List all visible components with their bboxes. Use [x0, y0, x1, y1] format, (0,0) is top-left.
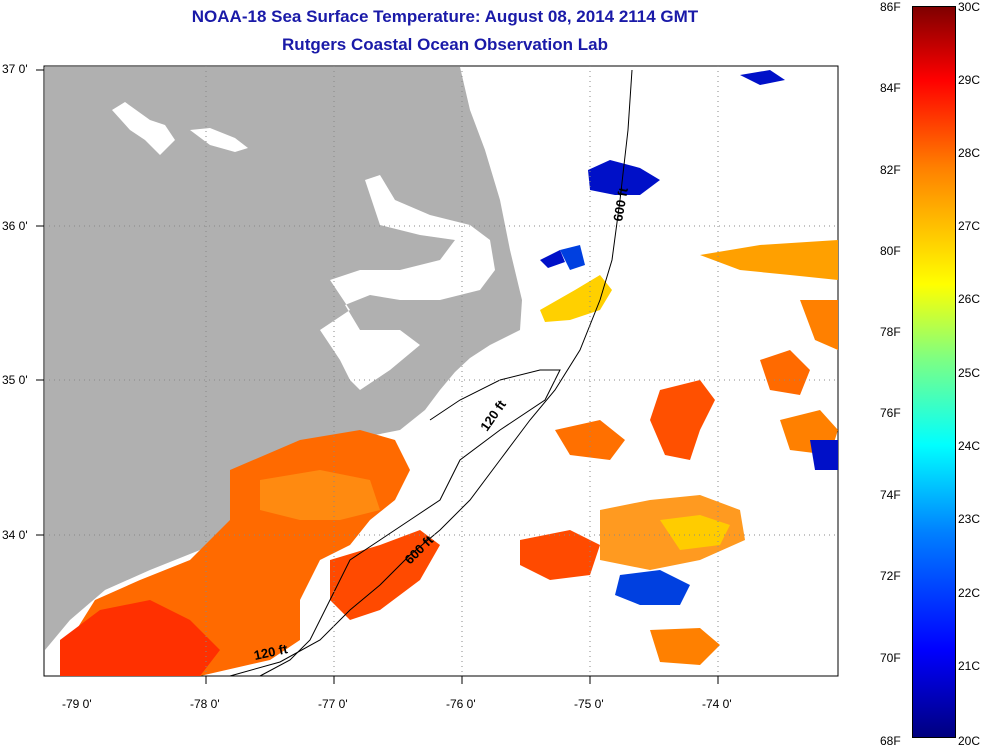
colorbar-f-label: 68F	[880, 734, 901, 748]
lon-label: -75 0'	[574, 697, 604, 711]
lon-label: -77 0'	[318, 697, 348, 711]
axis-ticks	[36, 69, 719, 684]
isobath-600ft	[229, 69, 633, 677]
colorbar-f-label: 74F	[880, 488, 901, 502]
lon-label: -74 0'	[702, 697, 732, 711]
lon-label: -78 0'	[190, 697, 220, 711]
colorbar-c-label: 25C	[958, 366, 981, 380]
colorbar-f-label: 82F	[880, 163, 901, 177]
lon-label: -79 0'	[62, 697, 92, 711]
isobath-label: 120 ft	[253, 641, 290, 663]
graticule	[44, 66, 838, 676]
colorbar-f-label: 78F	[880, 325, 901, 339]
lat-label: 34 0'	[2, 528, 28, 542]
isobath-label: 600 ft	[610, 186, 631, 223]
lat-label: 36 0'	[2, 219, 28, 233]
colorbar-f-label: 72F	[880, 569, 901, 583]
colorbar-f-label: 84F	[880, 81, 901, 95]
sst-patches	[60, 70, 838, 676]
lat-label: 35 0'	[2, 373, 28, 387]
map-subtitle: Rutgers Coastal Ocean Observation Lab	[282, 35, 608, 54]
isobath-120ft	[259, 369, 561, 677]
colorbar-c-label: 26C	[958, 292, 981, 306]
lon-label: -76 0'	[446, 697, 476, 711]
inland-lake-2	[190, 128, 248, 152]
colorbar-c-label: 23C	[958, 512, 981, 526]
temperature-colorbar	[912, 6, 956, 738]
colorbar-f-label: 76F	[880, 406, 901, 420]
inland-lake	[112, 102, 175, 155]
colorbar-c-label: 24C	[958, 439, 981, 453]
map-title: NOAA-18 Sea Surface Temperature: August …	[191, 7, 699, 26]
inland-water	[320, 175, 495, 390]
colorbar-c-label: 20C	[958, 734, 981, 748]
colorbar-c-label: 21C	[958, 659, 981, 673]
colorbar-f-label: 86F	[880, 0, 901, 14]
colorbar-c-label: 22C	[958, 586, 981, 600]
colorbar-f-label: 70F	[880, 651, 901, 665]
colorbar-c-label: 28C	[958, 146, 981, 160]
colorbar-f-label: 80F	[880, 244, 901, 258]
colorbar-c-label: 27C	[958, 219, 981, 233]
colorbar-c-label: 29C	[958, 73, 981, 87]
colorbar-c-label: 30C	[958, 0, 981, 14]
lat-label: 37 0'	[2, 62, 28, 76]
